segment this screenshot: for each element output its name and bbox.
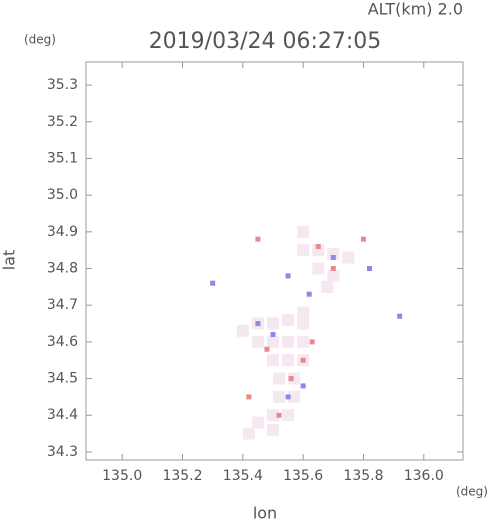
echo-cell [266, 317, 279, 330]
echo-cell [288, 376, 294, 382]
echo-cell [255, 236, 261, 242]
echo-cell [312, 244, 325, 257]
echo-cell [285, 394, 291, 400]
echo-cell [276, 412, 282, 418]
echo-cell [309, 339, 315, 345]
echo-cell [251, 416, 264, 429]
echo-cell [282, 335, 295, 348]
y-tick-label: 34.3 [47, 444, 78, 460]
echo-cell [266, 409, 279, 422]
y-tick-label: 35.0 [47, 187, 78, 203]
echo-cell [327, 247, 340, 260]
echo-cell [255, 321, 261, 327]
x-tick-label: 135.2 [162, 468, 202, 484]
y-tick-label: 34.4 [47, 407, 78, 423]
echo-cell [251, 335, 264, 348]
plot-frame [85, 61, 464, 461]
x-tick-label: 136.0 [404, 468, 444, 484]
echo-cell [327, 269, 340, 282]
echo-cell [367, 266, 373, 272]
y-tick-label: 34.7 [47, 297, 78, 313]
y-unit: (deg) [24, 33, 56, 47]
altitude: ALT(km) 2.0 [368, 0, 463, 19]
x-unit: (deg) [456, 485, 488, 499]
echo-cell [246, 394, 252, 400]
echo-cell [315, 244, 321, 250]
x-tick-label: 135.8 [343, 468, 383, 484]
echo-cell [306, 291, 312, 297]
y-axis-label: lat [0, 250, 19, 271]
echo-cell [270, 332, 276, 338]
echo-cell [266, 423, 279, 436]
echo-cell [321, 280, 334, 293]
y-tick-label: 34.5 [47, 371, 78, 387]
echo-cell [297, 225, 310, 238]
y-tick-label: 34.6 [47, 334, 78, 350]
echo-cell [282, 313, 295, 326]
echo-cell [297, 335, 310, 348]
echo-cell [282, 354, 295, 367]
echo-cell [236, 324, 249, 337]
y-tick-label: 35.2 [47, 114, 78, 130]
y-tick-label: 35.1 [47, 150, 78, 166]
echo-cell [300, 383, 306, 389]
echo-cell [285, 273, 291, 279]
echo-cell [300, 357, 306, 363]
y-tick-label: 34.9 [47, 224, 78, 240]
echo-cell [342, 251, 355, 264]
echo-cell [330, 266, 336, 272]
echo-cell [273, 372, 286, 385]
echo-cell [282, 409, 295, 422]
x-tick-label: 135.4 [223, 468, 263, 484]
echo-cell [242, 427, 255, 440]
chart-title: 2019/03/24 06:27:05 [149, 29, 382, 54]
echo-cell [297, 244, 310, 257]
echo-cell [297, 317, 310, 330]
echo-cell [266, 354, 279, 367]
echo-cell [297, 306, 310, 319]
y-tick-label: 34.8 [47, 261, 78, 277]
echo-cell [330, 255, 336, 261]
echo-cell [397, 313, 403, 319]
x-tick-label: 135.0 [102, 468, 142, 484]
echo-cell [312, 262, 325, 275]
x-tick-label: 135.6 [283, 468, 323, 484]
y-tick-label: 35.3 [47, 77, 78, 93]
echo-cell [210, 280, 216, 286]
echo-cell [266, 335, 279, 348]
echo-cell [288, 390, 301, 403]
echo-cell [288, 372, 301, 385]
echo-cell [264, 346, 270, 352]
echo-cell [273, 390, 286, 403]
echo-cell [360, 236, 366, 242]
x-axis-label: lon [253, 504, 277, 522]
